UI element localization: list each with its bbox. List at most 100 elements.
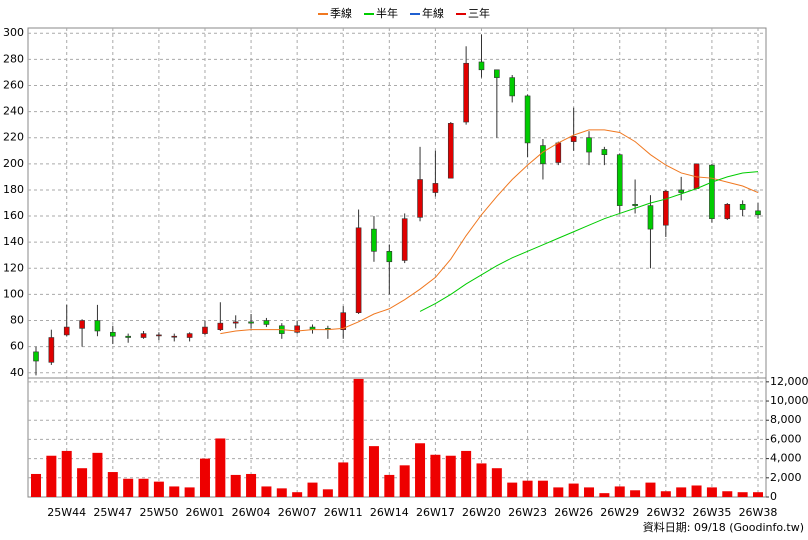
y2-tick-label: 4,000 (770, 452, 802, 465)
ma-line (220, 129, 759, 335)
candle-body (447, 123, 454, 179)
volume-bar (737, 492, 748, 497)
volume-bar (138, 478, 149, 497)
candle-body (94, 320, 101, 332)
candle-body (432, 183, 439, 193)
x-tick-label: 26W11 (324, 506, 363, 519)
candle-body (33, 351, 39, 362)
candle-body (540, 145, 546, 165)
x-tick-label: 26W29 (600, 506, 639, 519)
candle-body (340, 312, 347, 330)
volume-bar (353, 378, 364, 497)
candle-body (202, 326, 208, 334)
y2-tick-label: 8,000 (770, 413, 802, 426)
volume-bar (691, 485, 702, 497)
y-tick-label: 140 (3, 235, 24, 248)
y-tick-label: 160 (3, 209, 24, 222)
volume-bar (753, 492, 763, 497)
y-tick-label: 120 (3, 261, 24, 274)
candle-body (248, 321, 254, 324)
volume-bar (368, 446, 379, 497)
candle-body (478, 61, 485, 71)
volume-bar (660, 491, 671, 497)
candle-body (586, 137, 592, 153)
candle-body (494, 69, 500, 78)
y-tick-label: 80 (10, 314, 24, 327)
candle-body (401, 218, 408, 261)
volume-bar (430, 454, 441, 497)
volume-bar (184, 487, 195, 497)
candle-body (755, 210, 761, 216)
volume-bar (537, 480, 548, 497)
legend-label: 季線 (330, 6, 352, 20)
volume-bar (153, 481, 164, 497)
y-tick-label: 180 (3, 183, 24, 196)
volume-bar (522, 480, 533, 497)
x-tick-label: 26W17 (416, 506, 455, 519)
y-tick-label: 300 (3, 26, 24, 39)
x-tick-label: 25W47 (93, 506, 132, 519)
legend-label: 三年 (468, 6, 490, 20)
candle-body (171, 335, 178, 338)
ma-line (419, 171, 759, 312)
x-tick-label: 26W26 (554, 506, 593, 519)
candle-body (140, 333, 147, 338)
volume-bar (169, 486, 180, 497)
candle-body (156, 334, 162, 337)
candle-body (79, 320, 85, 329)
x-tick-label: 26W38 (739, 506, 778, 519)
volume-bar (292, 492, 303, 497)
x-tick-label: 26W23 (508, 506, 547, 519)
volume-bar (553, 487, 564, 497)
candle-body (709, 164, 715, 219)
candle-body (632, 204, 638, 206)
volume-bar (107, 472, 118, 497)
candle-body (601, 149, 608, 155)
volume-bar (445, 455, 456, 497)
y2-tick-label: 12,000 (770, 375, 808, 388)
y-tick-label: 60 (10, 340, 24, 353)
volume-bar (676, 487, 687, 497)
volume-bar (31, 473, 41, 497)
x-tick-label: 26W07 (278, 506, 317, 519)
candle-body (524, 95, 531, 144)
x-tick-label: 25W44 (47, 506, 86, 519)
volume-bar (584, 487, 595, 497)
y-tick-label: 40 (10, 366, 24, 379)
volume-bar (507, 482, 518, 497)
candle-body (417, 179, 423, 218)
candle-body (263, 320, 270, 325)
candle-body (110, 331, 116, 337)
candle-body (678, 189, 684, 193)
y-tick-label: 260 (3, 78, 24, 91)
candle-body (509, 77, 516, 97)
volume-bar (491, 468, 502, 497)
volume-bar (568, 483, 579, 497)
volume-bar (614, 486, 625, 497)
volume-bar (230, 474, 241, 497)
legend-label: 年線 (422, 6, 444, 20)
y2-tick-label: 2,000 (770, 471, 802, 484)
y-tick-label: 200 (3, 157, 24, 170)
candle-body (386, 251, 393, 263)
x-tick-label: 26W32 (646, 506, 685, 519)
volume-bar (338, 462, 349, 497)
volume-bar (399, 465, 410, 497)
volume-bar (645, 482, 656, 497)
volume-bar (706, 487, 717, 497)
candle-body (217, 322, 224, 330)
x-tick-label: 26W04 (232, 506, 271, 519)
volume-bar (123, 478, 134, 497)
volume-bar (415, 443, 426, 497)
volume-bar (322, 489, 333, 497)
candle-body (616, 154, 623, 206)
y-tick-label: 100 (3, 287, 24, 300)
y-tick-label: 280 (3, 52, 24, 65)
candle-body (125, 335, 131, 338)
volume-bar (46, 455, 57, 497)
plot-frame (27, 27, 767, 498)
volume-bar (246, 473, 257, 497)
volume-bar (215, 438, 226, 497)
volume-bar (384, 474, 395, 497)
